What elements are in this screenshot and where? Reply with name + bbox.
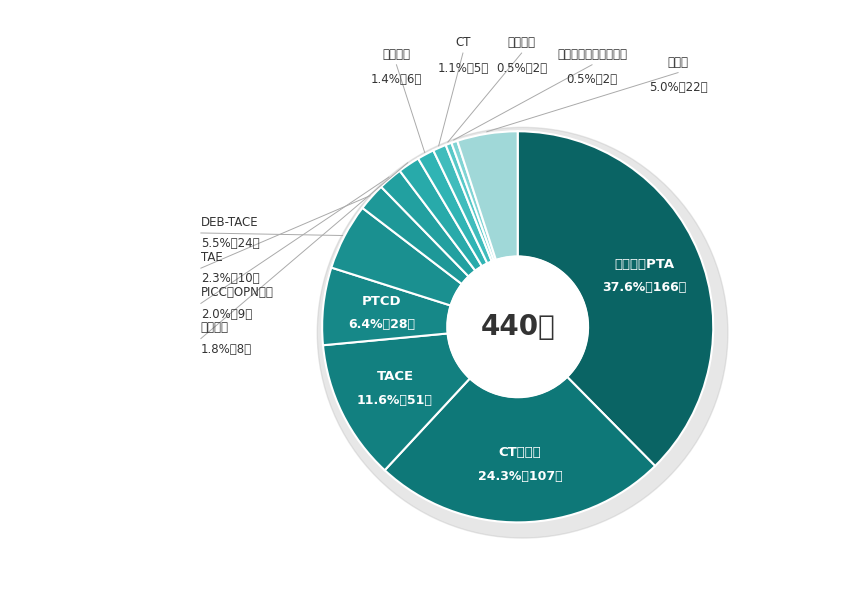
- Text: PICC（OPNｓ）: PICC（OPNｓ）: [201, 286, 274, 299]
- Wedge shape: [445, 143, 494, 261]
- Text: その他: その他: [668, 56, 689, 68]
- Text: 腹部造影: 腹部造影: [382, 48, 410, 61]
- Wedge shape: [451, 141, 496, 261]
- Text: 2.0%（9）: 2.0%（9）: [201, 308, 252, 321]
- Text: 頭部造影: 頭部造影: [508, 36, 536, 49]
- Text: 5.5%（24）: 5.5%（24）: [201, 237, 259, 250]
- Wedge shape: [322, 268, 450, 345]
- Text: 1.4%（6）: 1.4%（6）: [370, 73, 422, 86]
- Text: 24.3%（107）: 24.3%（107）: [477, 470, 562, 483]
- Wedge shape: [381, 171, 475, 277]
- Text: TACE: TACE: [376, 370, 413, 383]
- Text: シャントPTA: シャントPTA: [615, 258, 674, 271]
- Text: バスキュラーアクセス: バスキュラーアクセス: [557, 48, 627, 61]
- Text: CTガイド: CTガイド: [498, 446, 541, 459]
- Text: TAE: TAE: [201, 251, 222, 264]
- Wedge shape: [518, 131, 713, 466]
- Wedge shape: [323, 333, 470, 470]
- Text: 0.5%（2）: 0.5%（2）: [567, 73, 617, 86]
- Text: 11.6%（51）: 11.6%（51）: [357, 394, 433, 406]
- Text: 1.1%（5）: 1.1%（5）: [437, 61, 488, 74]
- Text: 0.5%（2）: 0.5%（2）: [496, 61, 547, 74]
- Wedge shape: [362, 187, 468, 284]
- Circle shape: [447, 256, 588, 397]
- Text: 1.8%（8）: 1.8%（8）: [201, 343, 252, 356]
- Text: 6.4%（28）: 6.4%（28）: [348, 318, 415, 331]
- Wedge shape: [457, 131, 518, 260]
- Wedge shape: [332, 208, 461, 305]
- Wedge shape: [400, 158, 482, 271]
- Text: PTCD: PTCD: [362, 295, 402, 308]
- Text: 37.6%（166）: 37.6%（166）: [602, 281, 686, 294]
- Text: 2.3%（10）: 2.3%（10）: [201, 273, 259, 286]
- Text: CT: CT: [456, 36, 471, 49]
- Wedge shape: [418, 151, 488, 266]
- Wedge shape: [385, 377, 655, 522]
- Text: 5.0%（22）: 5.0%（22）: [648, 81, 707, 94]
- Text: DEB-TACE: DEB-TACE: [201, 216, 258, 228]
- Ellipse shape: [317, 127, 728, 538]
- Wedge shape: [434, 145, 492, 264]
- Text: 上肢造影: 上肢造影: [201, 321, 229, 334]
- Text: 440件: 440件: [480, 313, 555, 341]
